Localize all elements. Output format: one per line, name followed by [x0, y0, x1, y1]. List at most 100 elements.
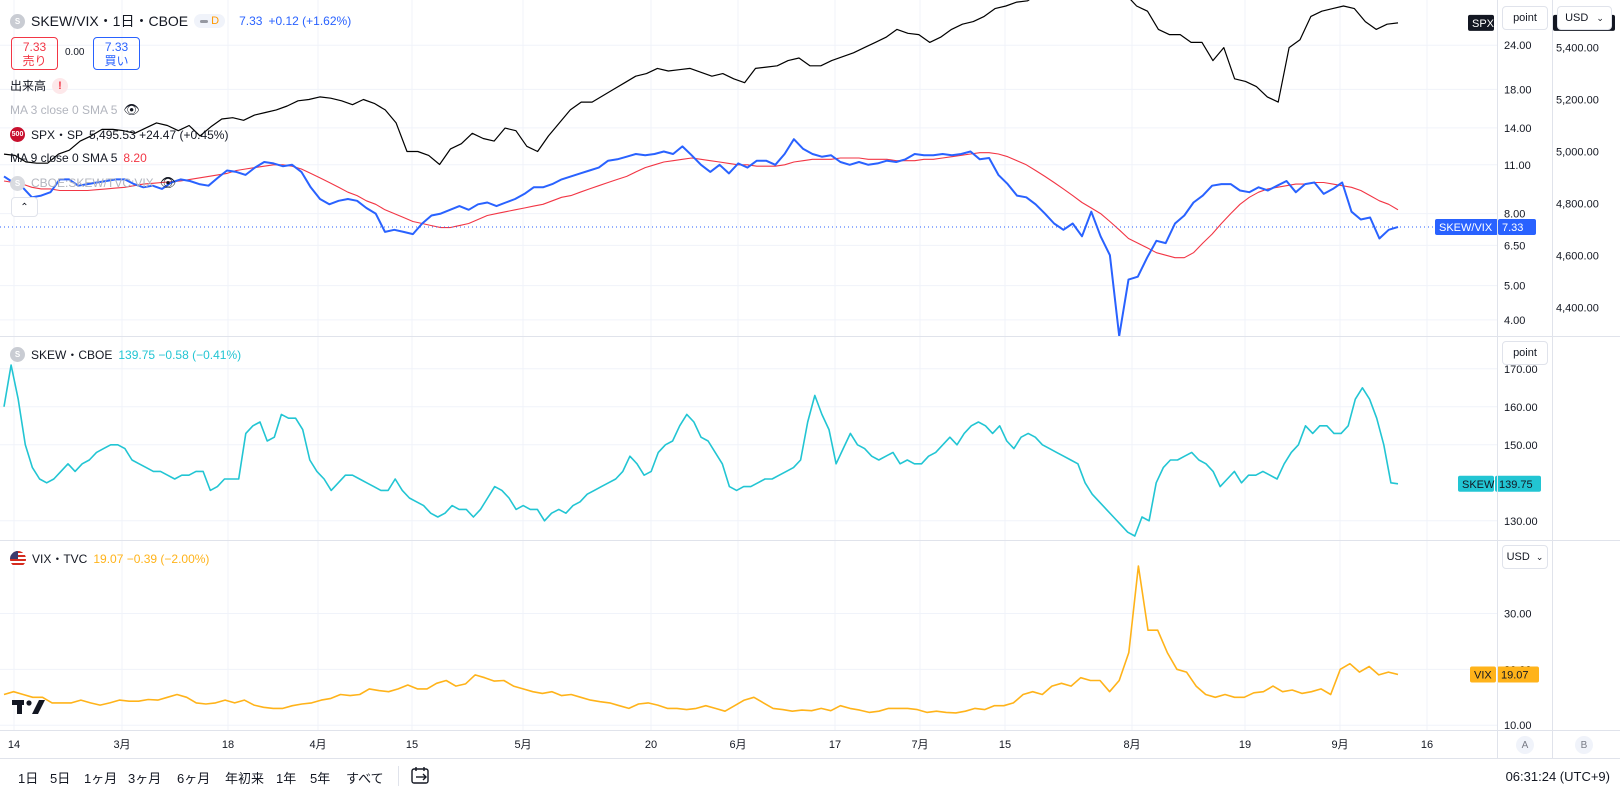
- timeframe-5[interactable]: 年初来: [225, 771, 265, 786]
- sp500-icon: 500: [10, 127, 25, 142]
- sell-price: 7.33: [22, 40, 47, 54]
- vix-legend[interactable]: VIX・TVC 19.07 −0.39 (−2.00%): [10, 550, 209, 567]
- tv-logo-icon: [12, 700, 45, 714]
- scale-mode-label-1: point: [1513, 12, 1537, 24]
- skew-legend[interactable]: S SKEW・CBOE 139.75 −0.58 (−0.41%): [10, 346, 241, 363]
- buy-button[interactable]: 7.33 買い: [93, 37, 140, 70]
- axis-a-label: A: [1521, 739, 1529, 751]
- bottom-bar-border: [0, 758, 1620, 759]
- left-tick-3: 11.00: [1504, 160, 1531, 172]
- ma9-legend[interactable]: MA 9 close 0 SMA 5 8.20: [10, 151, 147, 165]
- spx-line: [3, 0, 1399, 166]
- symbol-title[interactable]: SKEW/VIX・1日・CBOE: [31, 13, 189, 29]
- calendar-arrow-icon: [411, 767, 429, 784]
- vix-values: 19.07 −0.39 (−2.00%): [93, 551, 210, 566]
- right-tick-2: 5,000.00: [1556, 147, 1599, 159]
- skew-tick-0: 170.00: [1504, 364, 1538, 376]
- scale-mode-button-1[interactable]: point: [1502, 6, 1548, 30]
- left-tick-1: 18.00: [1504, 84, 1532, 96]
- symbol-s-icon-3: S: [10, 347, 25, 362]
- time-tick-9: 7月: [911, 739, 928, 751]
- right-tick-0: 5,400.00: [1556, 43, 1599, 55]
- spx-label: SPX・SP: [31, 128, 84, 142]
- eye-hidden-icon-2[interactable]: 👁︎: [159, 175, 177, 190]
- chevron-down-icon: ⌄: [1596, 12, 1604, 23]
- skew-tick-2: 150.00: [1504, 440, 1538, 452]
- time-tick-6: 20: [645, 739, 657, 751]
- main-symbol-legend[interactable]: S SKEW/VIX・1日・CBOE D 7.33 +0.12 (+1.62%): [10, 11, 351, 31]
- scale-mode-button-2[interactable]: point: [1502, 341, 1548, 365]
- timeframe-6[interactable]: 1年: [276, 771, 297, 786]
- spx-legend[interactable]: 500 SPX・SP 5,495.53 +24.47 (+0.45%): [10, 126, 228, 143]
- left-tick-2: 14.00: [1504, 123, 1532, 135]
- symbol-s-icon: S: [10, 13, 25, 29]
- vix-label: VIX・TVC: [32, 552, 88, 566]
- svg-text:SKEW: SKEW: [1462, 479, 1495, 491]
- pane-divider-2[interactable]: [0, 540, 1620, 541]
- svg-text:SPX: SPX: [1472, 18, 1495, 30]
- symbol-s-icon-2: S: [10, 175, 25, 191]
- tradingview-logo[interactable]: [12, 698, 46, 716]
- volume-label: 出来高: [10, 79, 47, 93]
- skew-price-label: 139.75: [1495, 475, 1541, 492]
- timeframe-8[interactable]: すべて: [346, 771, 384, 786]
- right-tick-5: 4,400.00: [1556, 302, 1599, 314]
- grid-lines: [0, 0, 1497, 730]
- volume-legend[interactable]: 出来高 !: [10, 77, 69, 94]
- currency-label-1: USD: [1565, 12, 1589, 24]
- svg-text:VIX: VIX: [1474, 670, 1492, 682]
- svg-text:19.07: 19.07: [1501, 670, 1529, 682]
- currency-label-2: USD: [1506, 551, 1530, 563]
- time-axis-border: [0, 730, 1620, 731]
- pane-divider-1[interactable]: [0, 336, 1620, 337]
- goto-date-button[interactable]: [410, 765, 432, 787]
- axis-a-button[interactable]: A: [1516, 736, 1534, 754]
- vix-tick-2: 10.00: [1504, 720, 1532, 732]
- spx-name-label: SPX: [1468, 14, 1495, 31]
- vix-name-label: VIX: [1470, 666, 1496, 683]
- timeframe-badge[interactable]: D: [194, 14, 226, 28]
- left-tick-4: 8.00: [1504, 209, 1525, 221]
- skew-tick-3: 130.00: [1504, 516, 1538, 528]
- collapse-legend-button[interactable]: ⌃: [11, 197, 38, 217]
- currency-select-2[interactable]: USD ⌄: [1502, 545, 1548, 569]
- time-tick-13: 9月: [1331, 739, 1348, 751]
- cboe-legend[interactable]: S CBOE:SKEW/TVC:VIX 👁︎: [10, 175, 176, 191]
- badge-letter: D: [211, 15, 220, 27]
- us-flag-icon: [10, 550, 26, 567]
- timeframe-3[interactable]: 3ヶ月: [128, 771, 162, 786]
- axis-b-button[interactable]: B: [1575, 736, 1593, 754]
- last-value: 7.33: [239, 14, 263, 28]
- timeframe-0[interactable]: 1日: [18, 771, 39, 786]
- time-tick-0: 14: [8, 739, 20, 751]
- time-tick-7: 6月: [729, 739, 746, 751]
- time-tick-4: 15: [406, 739, 418, 751]
- skew-name-label: SKEW: [1458, 475, 1495, 492]
- time-tick-8: 17: [829, 739, 841, 751]
- timeframe-7[interactable]: 5年: [310, 771, 331, 786]
- svg-text:139.75: 139.75: [1499, 479, 1533, 491]
- spx-values: 5,495.53 +24.47 (+0.45%): [89, 127, 229, 142]
- left-tick-7: 4.00: [1504, 315, 1525, 327]
- timeframe-1[interactable]: 5日: [50, 771, 71, 786]
- ma3-legend[interactable]: MA 3 close 0 SMA 5 👁︎: [10, 102, 140, 118]
- chevron-up-icon: ⌃: [20, 201, 29, 213]
- time-tick-14: 16: [1421, 739, 1433, 751]
- clock[interactable]: 06:31:24 (UTC+9): [1505, 769, 1610, 784]
- timeframe-4[interactable]: 6ヶ月: [177, 771, 211, 786]
- time-tick-10: 15: [999, 739, 1011, 751]
- time-tick-2: 18: [222, 739, 234, 751]
- right-tick-1: 5,200.00: [1556, 95, 1599, 107]
- svg-text:SKEW/VIX: SKEW/VIX: [1439, 222, 1493, 234]
- vix-price-label: 19.07: [1497, 666, 1539, 683]
- eye-hidden-icon[interactable]: 👁︎: [123, 102, 140, 117]
- skew-tick-1: 160.00: [1504, 402, 1538, 414]
- axis-labels: 24.00 18.00 14.00 11.00 8.00 6.50 5.00 4.00 5,40…: [8, 14, 1615, 751]
- buy-label: 買い: [104, 54, 129, 68]
- sell-button[interactable]: 7.33 売り: [11, 37, 58, 70]
- skew-vix-price-label: 7.33: [1498, 219, 1536, 236]
- timeframe-2[interactable]: 1ヶ月: [84, 771, 118, 786]
- warning-icon[interactable]: !: [52, 77, 69, 94]
- currency-select-1[interactable]: USD ⌄: [1557, 6, 1612, 30]
